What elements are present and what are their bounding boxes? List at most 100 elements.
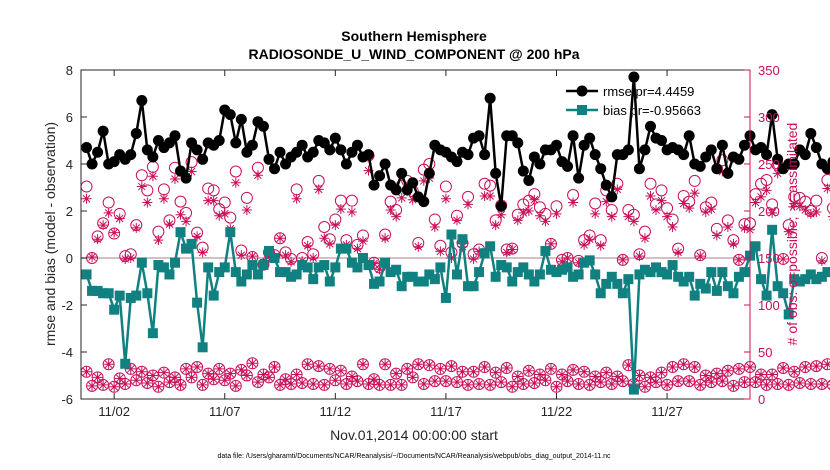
bias-marker: [92, 285, 103, 296]
bias-marker: [590, 269, 601, 280]
rmse-marker: [479, 149, 491, 161]
rmse-series: [81, 71, 830, 212]
x-tick-label: 11/27: [651, 404, 683, 419]
obs-assimilated-low-marker: [579, 366, 590, 377]
obs-assimilated-low-marker: [175, 379, 186, 390]
bias-marker: [523, 269, 534, 280]
obs-assimilated-marker: [120, 253, 131, 264]
obs-assimilated-marker: [291, 193, 302, 204]
bias-marker: [540, 245, 551, 256]
obs-assimilated-low-marker: [308, 378, 319, 389]
bias-marker: [673, 271, 684, 282]
obs-assimilated-marker: [645, 190, 656, 201]
bias-marker: [606, 271, 617, 282]
obs-assimilated-low-marker: [545, 363, 556, 374]
obs-assimilated-low-marker: [568, 364, 579, 375]
bias-marker: [474, 267, 485, 278]
obs-assimilated-marker: [512, 215, 523, 226]
obs-assimilated-low-marker: [208, 374, 219, 385]
obs-possible-low-marker: [445, 360, 458, 373]
obs-assimilated-low-marker: [363, 378, 374, 389]
obs-assimilated-marker: [662, 211, 673, 222]
rmse-marker: [633, 163, 645, 175]
obs-possible-low-marker: [484, 378, 497, 391]
left-y-tick-label: -2: [61, 298, 73, 313]
obs-possible-low-marker: [583, 378, 596, 391]
obs-assimilated-marker: [673, 247, 684, 258]
obs-assimilated-marker: [263, 252, 274, 263]
bias-marker: [772, 281, 783, 292]
bias-marker: [827, 267, 830, 278]
obs-assimilated-marker: [335, 204, 346, 215]
obs-assimilated-low-marker: [722, 365, 733, 376]
obs-assimilated-marker: [147, 171, 158, 182]
bias-marker: [623, 274, 634, 285]
obs-assimilated-low-marker: [612, 371, 623, 382]
obs-assimilated-marker: [324, 238, 335, 249]
obs-possible-low-marker: [119, 377, 132, 390]
obs-assimilated-marker: [413, 241, 424, 252]
obs-assimilated-marker: [197, 247, 208, 258]
obs-assimilated-marker: [485, 190, 496, 201]
obs-assimilated-marker: [778, 253, 789, 264]
obs-possible-low-marker: [467, 365, 480, 378]
bias-marker: [612, 278, 623, 289]
obs-possible-low-marker: [683, 375, 696, 388]
rmse-marker: [810, 142, 822, 154]
chart-title: Southern Hemisphere: [341, 28, 487, 44]
obs-assimilated-marker: [805, 208, 816, 219]
obs-assimilated-low-marker: [584, 379, 595, 390]
obs-assimilated-low-marker: [623, 360, 634, 371]
right-y-tick-label: 50: [758, 345, 772, 360]
rmse-marker: [329, 132, 341, 144]
bias-marker: [236, 276, 247, 287]
obs-possible-low-marker: [434, 362, 447, 375]
obs-assimilated-low-marker: [551, 381, 562, 392]
bias-marker: [733, 271, 744, 282]
obs-assimilated-low-marker: [136, 366, 147, 377]
obs-assimilated-low-marker: [590, 371, 601, 382]
right-y-axis-ticks: 0 50 100 150 200 250 300 350: [744, 63, 780, 407]
rmse-marker: [512, 137, 524, 149]
obs-assimilated-low-marker: [402, 363, 413, 374]
obs-possible-marker: [478, 177, 491, 190]
rmse-marker: [130, 127, 142, 139]
obs-possible-marker: [202, 182, 215, 195]
obs-assimilated-low-marker: [756, 369, 767, 380]
obs-assimilated-low-marker: [280, 374, 291, 385]
obs-assimilated-marker: [236, 250, 247, 261]
obs-assimilated-marker: [385, 205, 396, 216]
obs-assimilated-marker: [214, 210, 225, 221]
obs-assimilated-marker: [286, 256, 297, 267]
obs-possible-low-marker: [124, 362, 137, 375]
rmse-marker: [351, 139, 363, 151]
bias-marker: [120, 358, 131, 369]
obs-assimilated-marker: [81, 193, 92, 204]
x-tick-label: 11/02: [98, 404, 130, 419]
obs-possible-low-marker: [395, 378, 408, 391]
obs-assimilated-low-marker: [214, 363, 225, 374]
rmse-marker: [451, 156, 463, 168]
obs-assimilated-low-marker: [335, 365, 346, 376]
obs-possible-low-marker: [544, 362, 557, 375]
bias-marker: [518, 262, 529, 273]
obs-possible-marker: [318, 220, 331, 233]
rmse-marker: [628, 71, 640, 83]
obs-assimilated-low-marker: [557, 369, 568, 380]
rmse-marker: [81, 142, 93, 154]
obs-assimilated-marker: [501, 247, 512, 258]
obs-possible-low-marker: [406, 371, 419, 384]
bias-marker: [407, 271, 418, 282]
rmse-marker: [722, 167, 734, 179]
obs-possible-low-marker: [213, 362, 226, 375]
x-tick-label: 11/07: [209, 404, 241, 419]
bias-marker: [789, 274, 800, 285]
obs-assimilated-low-marker: [103, 359, 114, 370]
rmse-marker: [716, 139, 728, 151]
obs-possible-marker: [135, 169, 148, 182]
bias-marker: [750, 241, 761, 252]
rmse-marker: [147, 151, 159, 163]
obs-assimilated-marker: [352, 243, 363, 254]
rmse-marker: [197, 153, 209, 165]
bias-marker: [219, 262, 230, 273]
